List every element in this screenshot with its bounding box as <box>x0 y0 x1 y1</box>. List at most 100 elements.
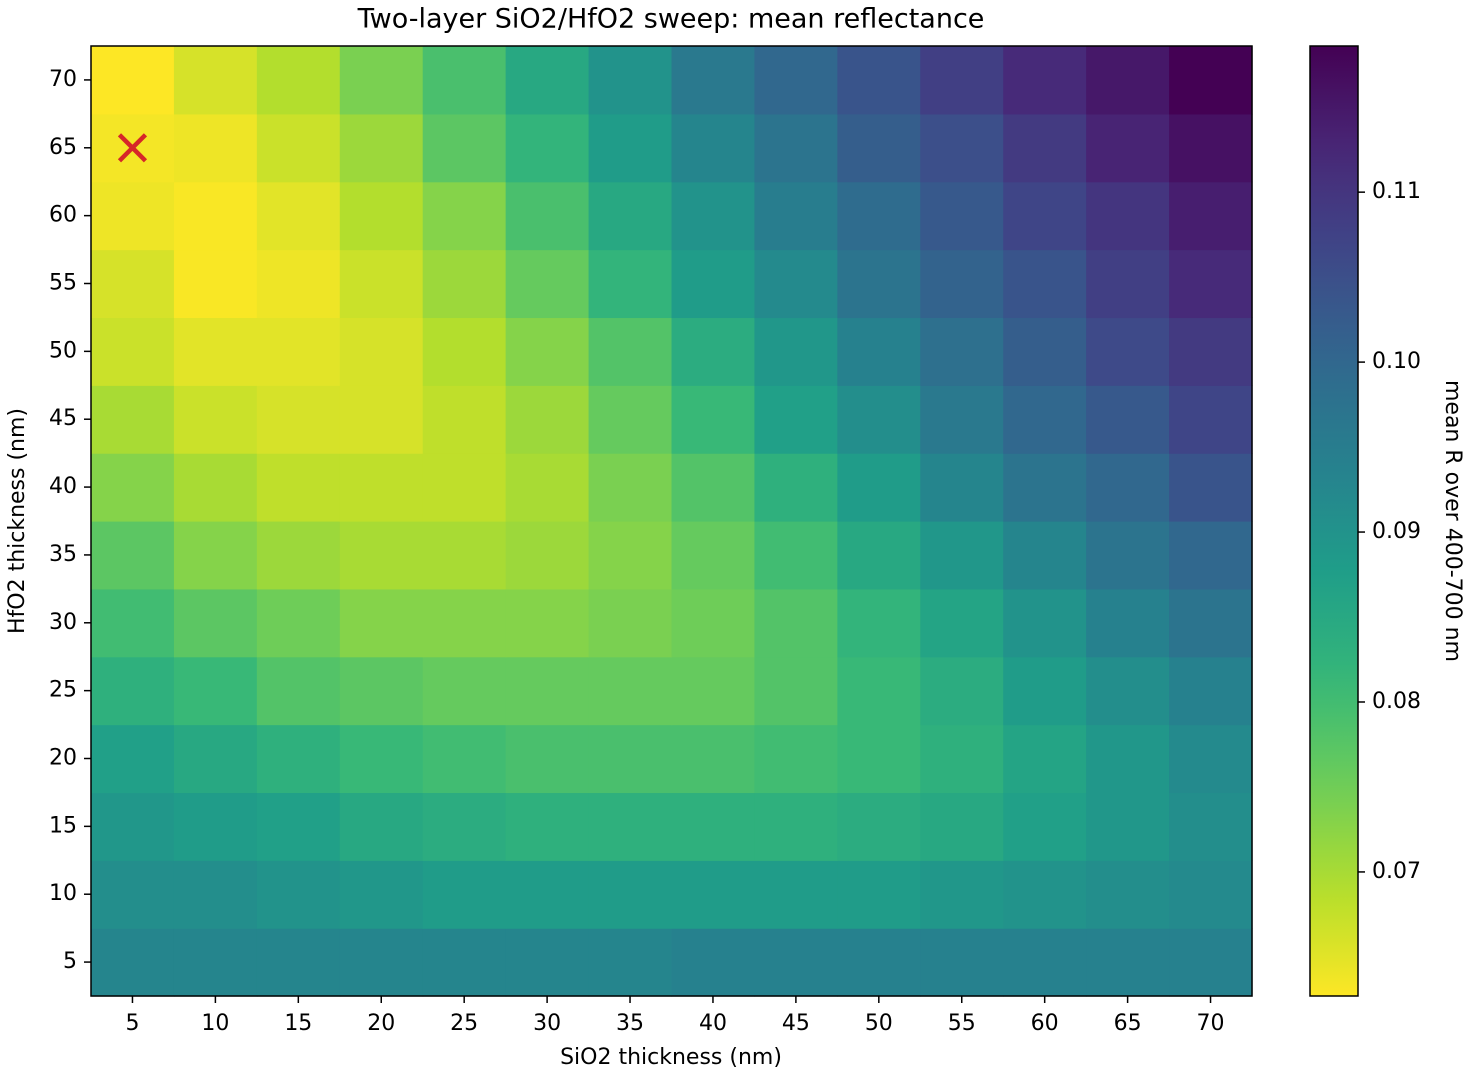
best-marker <box>117 133 148 163</box>
heatmap-cell <box>339 792 424 861</box>
heatmap-cell <box>256 792 341 861</box>
x-tick-label: 10 <box>201 1011 229 1036</box>
heatmap-cell <box>920 317 1004 386</box>
heatmap-cell <box>920 656 1004 726</box>
heatmap-cell <box>339 860 424 929</box>
chart-title: Two-layer SiO2/HfO2 sweep: mean reflecta… <box>357 4 985 35</box>
heatmap-cell <box>588 588 673 658</box>
heatmap-cell <box>422 385 507 454</box>
heatmap-cell <box>588 656 673 726</box>
heatmap-cell <box>173 724 258 794</box>
heatmap-cell <box>671 453 756 522</box>
heatmap-cell <box>1169 46 1253 115</box>
heatmap-cell <box>588 249 673 319</box>
heatmap-cell <box>91 385 175 454</box>
heatmap-cell <box>91 588 175 658</box>
heatmap-cell <box>1086 656 1170 726</box>
heatmap-cell <box>920 453 1004 522</box>
heatmap-cell <box>91 792 175 861</box>
heatmap-cell <box>256 860 341 929</box>
heatmap-cell <box>91 317 175 386</box>
heatmap-cell <box>837 588 921 658</box>
heatmap-cell <box>837 113 921 183</box>
y-tick-label: 20 <box>49 746 77 771</box>
heatmap-cell <box>837 317 921 386</box>
heatmap-cell <box>1003 724 1087 794</box>
heatmap-cell <box>505 928 590 997</box>
heatmap-cell <box>173 792 258 861</box>
heatmap-cell <box>588 792 673 861</box>
heatmap-cell <box>588 928 673 997</box>
heatmap-cell <box>256 656 341 726</box>
x-tick-label: 35 <box>616 1011 644 1036</box>
heatmap-cell <box>422 317 507 386</box>
heatmap-cell <box>837 453 921 522</box>
heatmap-cell <box>256 181 341 251</box>
heatmap-cell <box>754 317 838 386</box>
heatmap-cell <box>920 724 1004 794</box>
y-tick-label: 60 <box>49 203 77 228</box>
heatmap-cell <box>754 521 838 590</box>
heatmap-cell <box>588 724 673 794</box>
x-axis-label: SiO2 thickness (nm) <box>560 1045 782 1070</box>
heatmap-cell <box>339 113 424 183</box>
heatmap-cell <box>1003 588 1087 658</box>
heatmap-cell <box>505 181 590 251</box>
heatmap-cell <box>173 588 258 658</box>
heatmap-cell <box>173 860 258 929</box>
heatmap-cell <box>91 724 175 794</box>
heatmap-cell <box>588 385 673 454</box>
heatmap-cell <box>920 521 1004 590</box>
heatmap-cell <box>1086 724 1170 794</box>
heatmap-cell <box>339 588 424 658</box>
heatmap-cell <box>339 46 424 115</box>
heatmap-cell <box>920 860 1004 929</box>
heatmap-cell <box>1169 113 1253 183</box>
heatmap-cell <box>91 249 175 319</box>
heatmap-cell <box>173 385 258 454</box>
heatmap-cell <box>1003 181 1087 251</box>
heatmap-cell <box>173 317 258 386</box>
heatmap-cell <box>339 181 424 251</box>
heatmap-cell <box>422 113 507 183</box>
heatmap-cell <box>588 860 673 929</box>
heatmap-cell <box>505 792 590 861</box>
y-tick-label: 25 <box>49 678 77 703</box>
heatmap-cell <box>588 453 673 522</box>
heatmap-cell <box>754 181 838 251</box>
y-tick-label: 5 <box>63 949 77 974</box>
heatmap-cell <box>339 928 424 997</box>
y-tick-label: 35 <box>49 542 77 567</box>
heatmap-cell <box>339 724 424 794</box>
x-tick-label: 50 <box>865 1011 893 1036</box>
heatmap-cell <box>588 181 673 251</box>
heatmap-cell <box>422 928 507 997</box>
heatmap-cell <box>173 249 258 319</box>
heatmap-cell <box>91 46 175 115</box>
heatmap-cell <box>1169 521 1253 590</box>
heatmap-cell <box>91 928 175 997</box>
heatmap-cell <box>588 317 673 386</box>
heatmap-cell <box>1086 860 1170 929</box>
colorbar <box>1309 45 1359 997</box>
x-tick-label: 30 <box>533 1011 561 1036</box>
heatmap-cell <box>339 656 424 726</box>
heatmap-cell <box>837 656 921 726</box>
heatmap-cell <box>671 928 756 997</box>
heatmap-cell <box>754 588 838 658</box>
heatmap-cell <box>1003 928 1087 997</box>
heatmap-cell <box>91 521 175 590</box>
heatmap-cell <box>422 249 507 319</box>
heatmap-cell <box>1003 521 1087 590</box>
heatmap-cell <box>256 317 341 386</box>
heatmap-cell <box>837 181 921 251</box>
heatmap-cell <box>754 656 838 726</box>
heatmap-cell <box>920 792 1004 861</box>
heatmap-cell <box>754 724 838 794</box>
heatmap-cell <box>837 521 921 590</box>
heatmap-cell <box>1169 656 1253 726</box>
plot-frame <box>90 45 1253 997</box>
heatmap-cell <box>920 46 1004 115</box>
heatmap-cell <box>837 385 921 454</box>
heatmap-cell <box>91 860 175 929</box>
